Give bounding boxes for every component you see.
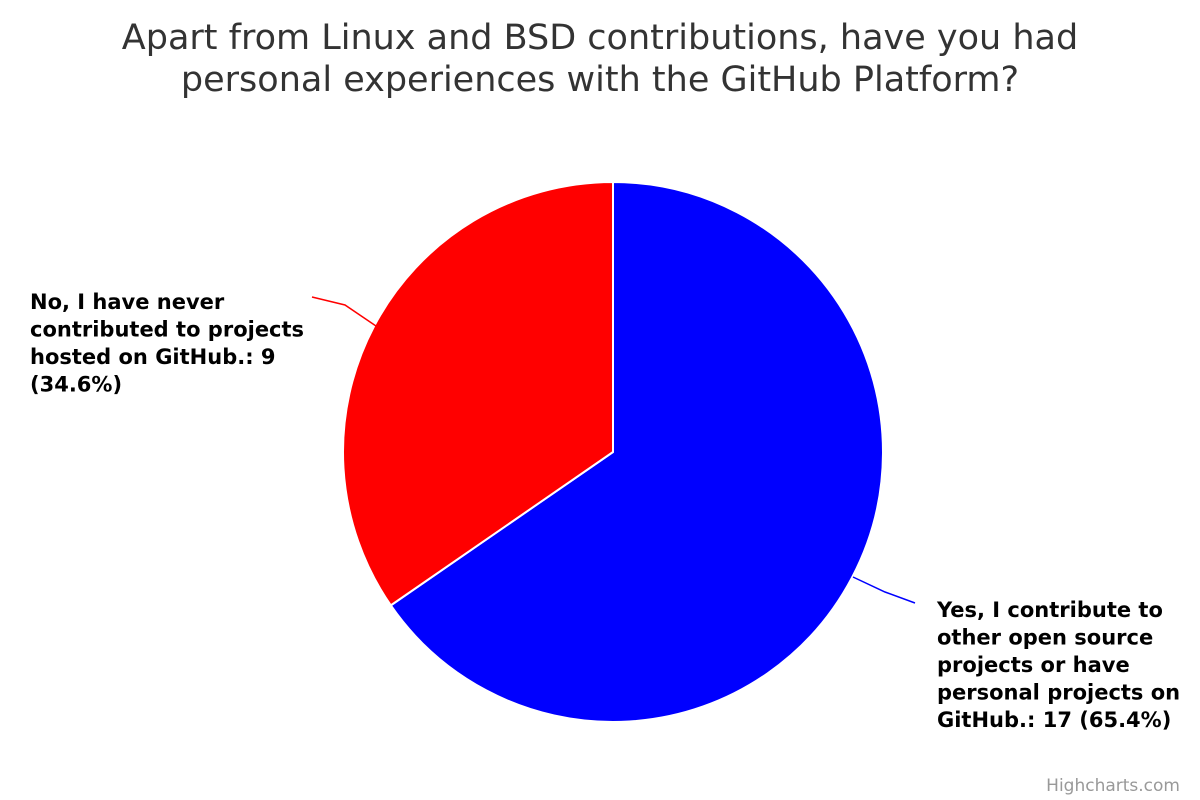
pie-data-labels: Yes, I contribute to other open source pro…: [30, 290, 1180, 732]
data-label-line: projects or have: [937, 653, 1130, 677]
data-label-connector: [852, 576, 916, 604]
data-label-connector: [311, 296, 377, 327]
pie-slices: [341, 181, 884, 723]
chart-title-line: personal experiences with the GitHub Pla…: [181, 60, 1019, 100]
data-label-line: GitHub.: 17 (65.4%): [937, 708, 1171, 732]
data-label-line: contributed to projects: [30, 318, 304, 342]
data-label-line: personal projects on: [937, 681, 1180, 705]
credits-link[interactable]: Highcharts.com: [1046, 776, 1180, 796]
pie-slice-yes[interactable]: [389, 181, 884, 723]
data-label-line: No, I have never: [30, 290, 225, 314]
chart-title-line: Apart from Linux and BSD contributions, …: [122, 18, 1078, 58]
data-label-no: No, I have never contributed to projects h…: [30, 290, 304, 397]
chart-title: Apart from Linux and BSD contributions, …: [122, 18, 1078, 100]
data-label-line: other open source: [937, 626, 1153, 650]
data-label-yes: Yes, I contribute to other open source pro…: [936, 598, 1180, 732]
pie-slice-no[interactable]: [341, 181, 614, 607]
data-label-line: (34.6%): [30, 373, 122, 397]
data-label-line: Yes, I contribute to: [936, 598, 1163, 622]
data-label-line: hosted on GitHub.: 9: [30, 345, 276, 369]
